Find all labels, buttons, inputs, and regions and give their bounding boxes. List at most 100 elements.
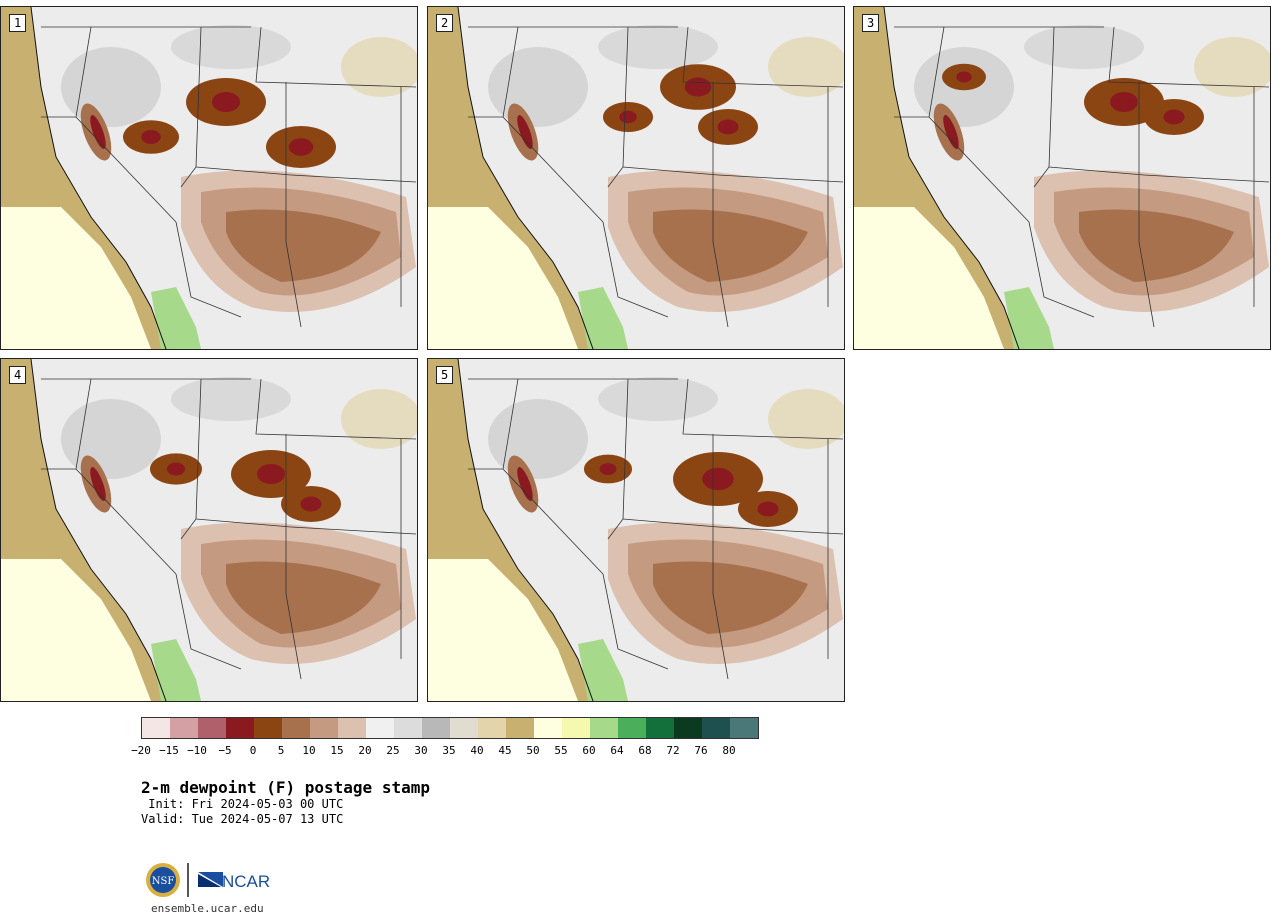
nsf-logo-icon: NSF [146,863,180,897]
colorbar-swatch [618,718,646,738]
state-border [607,518,624,540]
colorbar-tick-label: 50 [526,744,540,757]
state-border [255,378,417,440]
colorbar-swatch [506,718,534,738]
colorbar [141,717,759,739]
state-border [717,526,844,535]
state-border [682,26,844,88]
colorbar-tick-label: 80 [722,744,736,757]
colorbar-swatch [422,718,450,738]
stamp-panel-2: 2 [427,6,845,350]
state-border [1138,82,1155,328]
colorbar-swatch [730,718,758,738]
colorbar-tick-label: 45 [498,744,512,757]
colorbar-tick-label: 0 [249,744,257,757]
state-border [622,518,719,528]
state-border [622,378,629,520]
colorbar-swatch [702,718,730,738]
state-border [175,221,242,318]
state-border [285,82,302,328]
state-border [1048,166,1145,176]
colorbar-swatch [394,718,422,738]
coastline [457,359,594,701]
colorbar-ticks: −20 −15 −10 −5 0 5 10 15 20 25 30 35 40 45 50 55 60 64 68 7… [0,744,1280,758]
state-border [290,174,417,183]
state-border [195,26,202,168]
stamp-number-label: 2 [436,14,454,32]
colorbar-tick-label: 55 [554,744,568,757]
colorbar-tick-label: −20 [131,744,151,757]
colorbar-swatch [674,718,702,738]
coastline [30,359,167,701]
colorbar-swatch [590,718,618,738]
state-border [180,518,197,540]
colorbar-swatch [534,718,562,738]
colorbar-swatch [254,718,282,738]
state-border [285,434,302,680]
colorbar-tick-label: 25 [386,744,400,757]
state-border [1033,166,1050,188]
colorbar-tick-label: 40 [470,744,484,757]
colorbar-swatch [562,718,590,738]
coastline [457,7,594,349]
colorbar-swatch [646,718,674,738]
colorbar-swatch [310,718,338,738]
coastline [883,7,1020,349]
stamp-panel-5: 5 [427,358,845,702]
state-border [607,166,624,188]
state-border [717,174,844,183]
colorbar-swatch [338,718,366,738]
colorbar-tick-label: 64 [610,744,624,757]
nsf-logo-text: NSF [152,876,175,887]
state-border [622,26,629,168]
state-border [195,518,292,528]
state-border [175,573,242,670]
colorbar-swatch [282,718,310,738]
state-border [622,166,719,176]
colorbar-tick-label: 35 [442,744,456,757]
colorbar-tick-label: 72 [666,744,680,757]
state-border [602,573,669,670]
colorbar-swatch [170,718,198,738]
init-time: Init: Fri 2024-05-03 00 UTC [141,797,344,811]
colorbar-tick-label: 5 [277,744,285,757]
state-border [255,26,417,88]
site-url: ensemble.ucar.edu [151,902,264,915]
logos: NSF NCAR [145,860,275,900]
state-border [1028,221,1095,318]
colorbar-tick-label: 15 [330,744,344,757]
colorbar-swatch [226,718,254,738]
stamp-panel-3: 3 [853,6,1271,350]
state-border [712,434,729,680]
state-border [290,526,417,535]
colorbar-tick-label: 30 [414,744,428,757]
state-border [1108,26,1270,88]
state-border [682,378,844,440]
state-border [195,378,202,520]
stamp-number-label: 5 [436,366,454,384]
state-border [195,166,292,176]
colorbar-tick-label: 68 [638,744,652,757]
state-border [1143,174,1270,183]
colorbar-tick-label: −5 [218,744,232,757]
colorbar-tick-label: 10 [302,744,316,757]
ncar-logo-text: NCAR [222,872,270,891]
state-border [712,82,729,328]
state-border [1048,26,1055,168]
colorbar-tick-label: 20 [358,744,372,757]
colorbar-swatch [198,718,226,738]
stamp-number-label: 3 [862,14,880,32]
colorbar-tick-label: −10 [187,744,207,757]
stamp-panel-4: 4 [0,358,418,702]
valid-time: Valid: Tue 2024-05-07 13 UTC [141,812,344,826]
colorbar-tick-label: 60 [582,744,596,757]
colorbar-tick-label: −15 [159,744,179,757]
colorbar-swatch [366,718,394,738]
stamp-panel-1: 1 [0,6,418,350]
colorbar-tick-label: 76 [694,744,708,757]
stamp-number-label: 1 [9,14,27,32]
state-border [602,221,669,318]
colorbar-swatch [142,718,170,738]
stamp-number-label: 4 [9,366,27,384]
chart-title: 2-m dewpoint (F) postage stamp [141,778,430,797]
